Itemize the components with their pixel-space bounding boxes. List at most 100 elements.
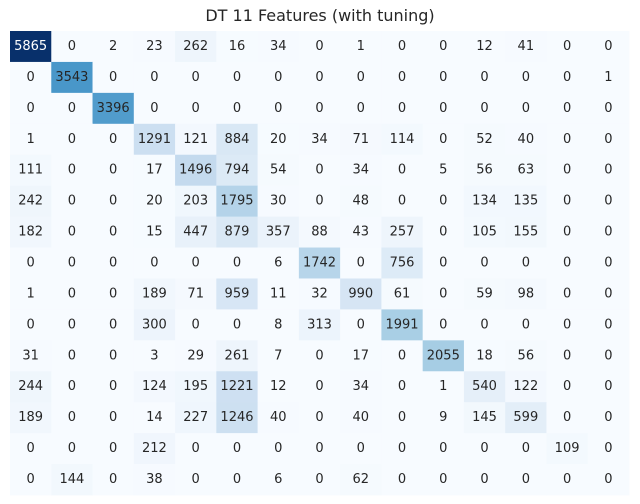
heatmap-cell-label-r3-c8: 71 xyxy=(352,132,369,147)
heatmap-cell-label-r0-c6: 34 xyxy=(270,39,287,54)
heatmap-cell-label-r9-c5: 0 xyxy=(233,317,241,332)
heatmap-cell-label-r9-c1: 0 xyxy=(68,317,76,332)
heatmap-cell-label-r4-c7: 0 xyxy=(315,163,323,178)
heatmap-cell-r12-c2 xyxy=(92,402,135,434)
heatmap-cell-label-r9-c3: 300 xyxy=(142,317,167,332)
heatmap-cell-r12-c3 xyxy=(133,402,176,434)
heatmap-cell-label-r7-c7: 1742 xyxy=(303,256,336,271)
heatmap-cell-r10-c4 xyxy=(175,340,217,372)
heatmap-cell-r11-c7 xyxy=(298,371,341,403)
heatmap-cell-label-r14-c10: 0 xyxy=(439,472,447,487)
heatmap-cell-label-r7-c13: 0 xyxy=(563,256,571,271)
heatmap-cell-label-r9-c6: 8 xyxy=(274,317,282,332)
heatmap-cell-r1-c9 xyxy=(381,61,424,94)
heatmap-cell-label-r3-c7: 34 xyxy=(311,132,328,147)
heatmap-cell-label-r11-c8: 34 xyxy=(352,379,369,394)
heatmap-cell-r0-c0 xyxy=(10,31,52,63)
heatmap-cell-r10-c7 xyxy=(298,340,341,372)
heatmap-cell-label-r8-c4: 71 xyxy=(187,286,204,301)
heatmap-cell-label-r12-c0: 189 xyxy=(18,410,43,425)
heatmap-cell-r8-c6 xyxy=(257,278,300,310)
heatmap-cell-label-r5-c7: 0 xyxy=(315,194,323,209)
heatmap-cell-r9-c13 xyxy=(546,309,589,341)
heatmap-cell-r1-c13 xyxy=(546,61,589,94)
heatmap-cell-label-r11-c14: 0 xyxy=(604,379,612,394)
heatmap-cell-label-r7-c0: 0 xyxy=(26,256,34,271)
heatmap-cell-label-r5-c12: 135 xyxy=(513,194,538,209)
heatmap-cell-label-r10-c7: 0 xyxy=(315,348,323,363)
heatmap-cell-label-r8-c8: 990 xyxy=(348,286,373,301)
heatmap-cell-label-r8-c2: 0 xyxy=(109,286,117,301)
heatmap-cell-label-r11-c2: 0 xyxy=(109,379,117,394)
heatmap-cell-label-r5-c9: 0 xyxy=(398,194,406,209)
heatmap-cell-label-r7-c2: 0 xyxy=(109,256,117,271)
heatmap-cell-r6-c6 xyxy=(257,216,300,248)
heatmap-cell-r14-c3 xyxy=(133,464,176,496)
heatmap-cell-r10-c13 xyxy=(546,340,589,372)
heatmap-cell-label-r4-c13: 0 xyxy=(563,163,571,178)
heatmap-cell-r6-c8 xyxy=(340,216,382,248)
heatmap-cell-r2-c3 xyxy=(133,92,176,125)
heatmap-cell-r6-c14 xyxy=(587,216,630,248)
heatmap-cell-label-r11-c13: 0 xyxy=(563,379,571,394)
heatmap-cell-label-r4-c9: 0 xyxy=(398,163,406,178)
heatmap-cell-label-r14-c6: 6 xyxy=(274,472,282,487)
heatmap-cell-r12-c8 xyxy=(340,402,382,434)
heatmap-cell-label-r10-c4: 29 xyxy=(187,348,204,363)
heatmap-cell-label-r13-c10: 0 xyxy=(439,441,447,456)
heatmap-cell-r3-c2 xyxy=(92,123,135,156)
heatmap-cell-label-r14-c14: 0 xyxy=(604,472,612,487)
heatmap-cell-label-r4-c1: 0 xyxy=(68,163,76,178)
heatmap-cell-r4-c5 xyxy=(216,154,258,187)
heatmap-cell-r6-c10 xyxy=(422,216,465,248)
heatmap-cell-label-r14-c9: 0 xyxy=(398,472,406,487)
heatmap-cell-r14-c11 xyxy=(463,464,506,496)
heatmap-cell-label-r6-c2: 0 xyxy=(109,225,117,240)
heatmap-cell-label-r12-c7: 0 xyxy=(315,410,323,425)
heatmap-cell-label-r9-c7: 313 xyxy=(307,317,332,332)
heatmap-cell-label-r13-c13: 109 xyxy=(555,441,580,456)
heatmap-cell-r10-c5 xyxy=(216,340,258,372)
heatmap-cell-r4-c3 xyxy=(133,154,176,187)
heatmap-cell-r6-c11 xyxy=(463,216,506,248)
heatmap-cell-r14-c5 xyxy=(216,464,258,496)
heatmap-cell-label-r11-c7: 0 xyxy=(315,379,323,394)
heatmap-cell-label-r11-c4: 195 xyxy=(183,379,208,394)
heatmap-cell-label-r9-c9: 1991 xyxy=(385,317,418,332)
heatmap-cell-r7-c4 xyxy=(175,247,217,279)
heatmap-cell-r9-c7 xyxy=(298,309,341,341)
heatmap-cell-label-r1-c9: 0 xyxy=(398,70,406,85)
heatmap-cell-label-r5-c1: 0 xyxy=(68,194,76,209)
heatmap-cell-label-r7-c11: 0 xyxy=(480,256,488,271)
heatmap-cell-r1-c5 xyxy=(216,61,258,94)
heatmap-cell-r7-c9 xyxy=(381,247,424,279)
heatmap-cell-r11-c12 xyxy=(505,371,547,403)
heatmap-cell-r0-c4 xyxy=(175,31,217,63)
heatmap-cell-label-r3-c3: 1291 xyxy=(138,132,171,147)
heatmap-cell-r3-c7 xyxy=(298,123,341,156)
heatmap-cell-r13-c13 xyxy=(546,433,589,465)
heatmap-cell-r3-c5 xyxy=(216,123,258,156)
heatmap-cell-label-r14-c13: 0 xyxy=(563,472,571,487)
heatmap-cell-r7-c5 xyxy=(216,247,258,279)
heatmap-cell-r13-c7 xyxy=(298,433,341,465)
heatmap-cell-label-r10-c3: 3 xyxy=(150,348,158,363)
heatmap-cell-label-r8-c6: 11 xyxy=(270,286,287,301)
heatmap-cell-label-r3-c5: 884 xyxy=(225,132,250,147)
heatmap-cell-label-r13-c11: 0 xyxy=(480,441,488,456)
heatmap-cell-r6-c4 xyxy=(175,216,217,248)
heatmap-cell-r13-c14 xyxy=(587,433,630,465)
heatmap-cell-r4-c8 xyxy=(340,154,382,187)
heatmap-cell-label-r13-c4: 0 xyxy=(192,441,200,456)
heatmap-cell-label-r2-c3: 0 xyxy=(150,101,158,116)
heatmap-cell-r5-c6 xyxy=(257,185,300,217)
heatmap-cell-r2-c10 xyxy=(422,92,465,125)
heatmap-cell-label-r12-c13: 0 xyxy=(563,410,571,425)
heatmap-cell-label-r4-c10: 5 xyxy=(439,163,447,178)
heatmap-cell-label-r11-c1: 0 xyxy=(68,379,76,394)
heatmap-cell-label-r13-c1: 0 xyxy=(68,441,76,456)
heatmap-cell-r0-c12 xyxy=(505,31,547,63)
heatmap-cell-label-r9-c2: 0 xyxy=(109,317,117,332)
heatmap-cell-label-r6-c12: 155 xyxy=(513,225,538,240)
heatmap-cell-label-r8-c10: 0 xyxy=(439,286,447,301)
